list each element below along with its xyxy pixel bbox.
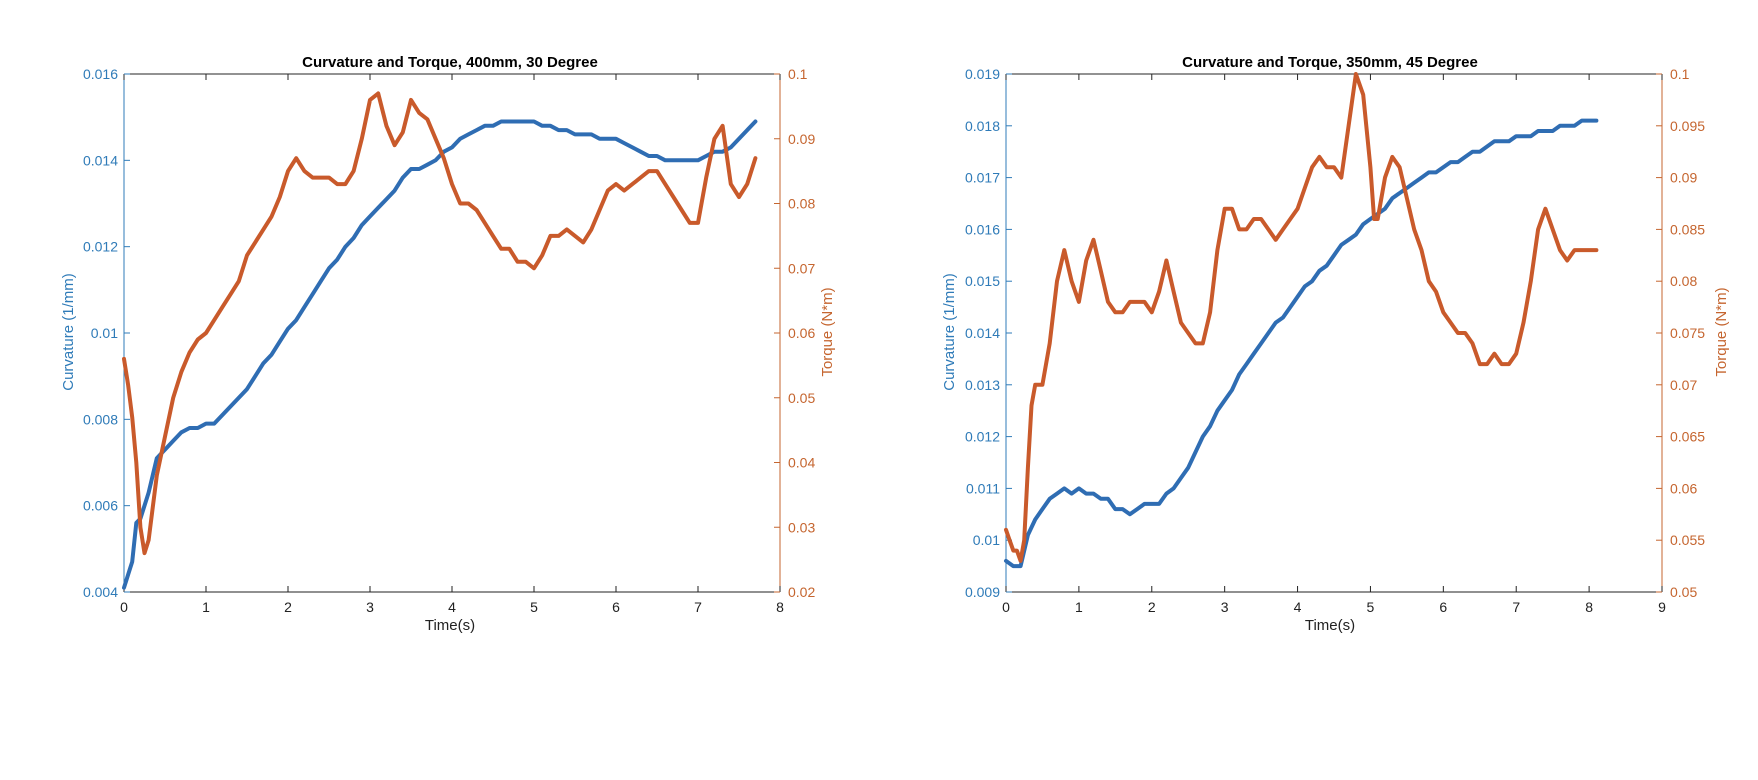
y-right-tick-label: 0.1 [788,66,808,82]
torque-series-line [122,91,758,556]
y-left-tick-label: 0.01 [91,325,118,341]
x-tick-label: 7 [694,599,702,615]
y-left-tick-label: 0.006 [83,498,118,514]
x-tick-label: 7 [1512,599,1520,615]
x-tick-label: 5 [1367,599,1375,615]
y-left-tick-label: 0.011 [966,480,1000,496]
x-tick-label: 8 [1585,599,1593,615]
y-axis-label-torque: Torque (N*m) [1713,287,1730,376]
y-right-tick-label: 0.07 [1670,377,1697,393]
x-tick-label: 3 [366,599,374,615]
x-tick-label: 1 [202,599,210,615]
y-right-tick-label: 0.05 [1670,584,1697,600]
y-left-tick-label: 0.016 [83,66,118,82]
x-axis-label: Time(s) [1305,617,1355,634]
y-axis-label-curvature: Curvature (1/mm) [60,273,77,391]
x-tick-label: 1 [1075,599,1083,615]
y-left-tick-label: 0.017 [965,170,1000,186]
curvature-series-line [1004,118,1599,569]
y-left-tick-label: 0.014 [83,152,118,168]
y-right-tick-label: 0.04 [788,455,815,471]
x-tick-label: 2 [284,599,292,615]
y-left-tick-label: 0.019 [965,66,1000,82]
chart-title: Curvature and Torque, 350mm, 45 Degree [1182,54,1478,71]
y-right-tick-label: 0.08 [788,196,815,212]
x-axis-label: Time(s) [425,617,475,634]
y-right-tick-label: 0.055 [1670,532,1705,548]
y-right-tick-label: 0.07 [788,260,815,276]
y-left-tick-label: 0.009 [965,584,1000,600]
y-axis-label-curvature: Curvature (1/mm) [941,273,958,391]
y-right-tick-label: 0.05 [788,390,815,406]
y-right-tick-label: 0.065 [1670,429,1705,445]
y-left-tick-label: 0.016 [965,221,1000,237]
y-right-tick-label: 0.06 [788,325,815,341]
y-left-tick-label: 0.018 [965,118,1000,134]
y-left-tick-label: 0.015 [965,273,1000,289]
y-left-tick-label: 0.014 [965,325,1000,341]
y-right-tick-label: 0.09 [788,131,815,147]
y-left-tick-label: 0.012 [83,239,118,255]
y-right-tick-label: 0.095 [1670,118,1705,134]
y-right-tick-label: 0.03 [788,519,815,535]
chart-title: Curvature and Torque, 400mm, 30 Degree [302,54,598,71]
x-tick-label: 2 [1148,599,1156,615]
x-tick-label: 6 [1439,599,1447,615]
chart-curvature-torque-350mm: Curvature and Torque, 350mm, 45 Degree T… [941,54,1730,634]
y-right-tick-label: 0.075 [1670,325,1705,341]
y-right-tick-label: 0.06 [1670,480,1697,496]
x-tick-label: 4 [448,599,456,615]
x-tick-label: 4 [1294,599,1302,615]
y-right-tick-label: 0.085 [1670,221,1705,237]
y-left-tick-label: 0.012 [965,429,1000,445]
y-left-tick-label: 0.004 [83,584,118,600]
y-left-tick-label: 0.01 [973,532,1000,548]
y-right-tick-label: 0.08 [1670,273,1697,289]
chart-curvature-torque-400mm: Curvature and Torque, 400mm, 30 Degree T… [60,54,836,634]
y-right-tick-label: 0.09 [1670,170,1697,186]
y-left-tick-label: 0.013 [965,377,1000,393]
curvature-series-line [122,119,758,590]
y-right-tick-label: 0.1 [1670,66,1690,82]
y-axis-label-torque: Torque (N*m) [819,287,836,376]
x-tick-label: 0 [120,599,128,615]
torque-series-line [1004,72,1599,563]
x-tick-label: 3 [1221,599,1229,615]
y-left-tick-label: 0.008 [83,411,118,427]
x-tick-label: 0 [1002,599,1010,615]
x-tick-label: 6 [612,599,620,615]
x-tick-label: 5 [530,599,538,615]
y-right-tick-label: 0.02 [788,584,815,600]
x-tick-label: 9 [1658,599,1666,615]
x-tick-label: 8 [776,599,784,615]
